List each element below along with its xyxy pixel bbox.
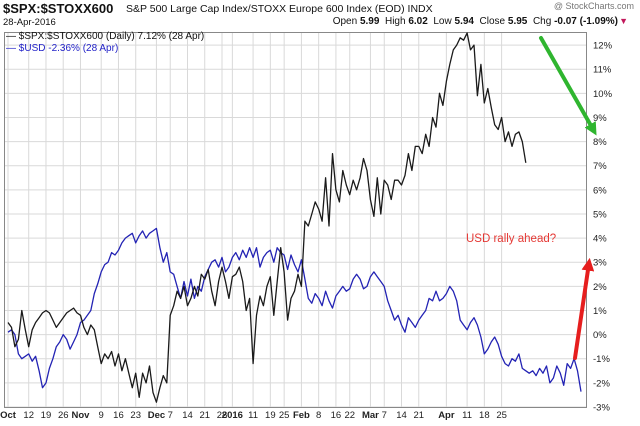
x-tick-label: 28 — [217, 410, 228, 421]
x-tick-label: 26 — [58, 410, 69, 421]
x-tick-label: 16 — [331, 410, 342, 421]
x-tick-label: 19 — [265, 410, 276, 421]
open-value: 5.99 — [359, 16, 380, 27]
open-label: Open — [332, 16, 358, 27]
x-tick-label: Oct — [0, 410, 17, 421]
low-label: Low — [433, 16, 452, 27]
y-tick-label: 1% — [593, 306, 607, 317]
annotation-text: USD rally ahead? — [466, 233, 557, 245]
high-value: 6.02 — [408, 16, 428, 27]
x-tick-label: Apr — [438, 410, 455, 421]
x-tick-label: 14 — [396, 410, 407, 421]
x-tick-label: 21 — [413, 410, 424, 421]
plot-frame — [4, 32, 587, 408]
y-tick-label: 11% — [593, 65, 612, 76]
x-tick-label: 25 — [496, 410, 507, 421]
x-tick-label: Mar — [362, 410, 379, 421]
y-tick-label: -1% — [593, 354, 610, 365]
y-tick-label: -3% — [593, 403, 610, 414]
x-tick-label: 11 — [248, 410, 258, 421]
legend: — $SPX:$STOXX600 (Daily) 7.12% (28 Apr) … — [6, 31, 204, 55]
x-tick-label: Feb — [293, 410, 310, 421]
legend-label-spx: $SPX:$STOXX600 (Daily) 7.12% (28 Apr) — [18, 31, 205, 42]
close-label: Close — [479, 16, 506, 27]
x-tick-label: 8 — [316, 410, 321, 421]
chg-down-icon: ▼ — [619, 16, 628, 26]
legend-label-usd: $USD -2.36% (28 Apr) — [18, 43, 119, 54]
y-tick-label: 3% — [593, 258, 607, 269]
x-tick-label: 11 — [462, 410, 472, 421]
series-line-usd — [7, 227, 582, 392]
x-tick-label: 23 — [130, 410, 141, 421]
watermark: @ StockCharts.com — [553, 1, 634, 11]
x-tick-label: Dec — [148, 410, 165, 421]
x-tick-label: 21 — [199, 410, 210, 421]
x-tick-label: 7 — [382, 410, 387, 421]
x-tick-label: 19 — [41, 410, 52, 421]
y-tick-label: 12% — [593, 41, 613, 52]
quote-date: 28-Apr-2016 — [3, 17, 56, 28]
y-tick-label: 2% — [593, 282, 607, 293]
x-tick-label: 12 — [23, 410, 34, 421]
y-tick-label: 8% — [593, 137, 607, 148]
y-tick-label: 6% — [593, 185, 607, 196]
y-tick-label: 10% — [593, 89, 613, 100]
symbol-description: S&P 500 Large Cap Index/STOXX Europe 600… — [126, 3, 433, 15]
low-value: 5.94 — [454, 16, 474, 27]
x-tick-label: 2016 — [222, 410, 243, 421]
y-tick-label: 7% — [593, 161, 607, 172]
x-tick-label: 14 — [182, 410, 193, 421]
x-tick-label: 25 — [279, 410, 290, 421]
x-tick-label: 7 — [168, 410, 173, 421]
green-down-arrow-icon — [539, 36, 597, 136]
x-tick-label: Nov — [72, 410, 91, 421]
high-label: High — [384, 16, 406, 27]
chg-value: -0.07 (-1.09%) — [554, 16, 618, 27]
chg-label: Chg — [532, 16, 552, 27]
y-tick-label: 9% — [593, 113, 607, 124]
y-axis-ticks: -3% -2% -1% 0% 1% 2% 3% 4% 5% 6% 7% 8% 9% 10% 11% 12% — [593, 41, 613, 414]
x-tick-label: 18 — [479, 410, 490, 421]
ohlc-readout: Open 5.99 High 6.02 Low 5.94 Close 5.95 … — [333, 16, 618, 27]
red-up-arrow-icon — [573, 257, 595, 360]
close-value: 5.95 — [507, 16, 528, 27]
legend-item-spx: — $SPX:$STOXX600 (Daily) 7.12% (28 Apr) — [6, 31, 205, 42]
legend-item-usd: — $USD -2.36% (28 Apr) — [6, 43, 119, 54]
grid — [5, 33, 586, 408]
chart-header: $SPX:$STOXX600 S&P 500 Large Cap Index/S… — [0, 0, 640, 40]
x-tick-label: 16 — [113, 410, 124, 421]
y-tick-label: -2% — [593, 378, 610, 389]
x-tick-label: 22 — [344, 410, 355, 421]
annotation-arrows — [539, 36, 597, 360]
y-tick-label: 5% — [593, 209, 607, 220]
y-tick-label: 0% — [593, 330, 607, 341]
x-tick-label: 9 — [99, 410, 104, 421]
y-tick-label: 4% — [593, 234, 607, 245]
series-layer — [7, 32, 582, 403]
symbol-title: $SPX:$STOXX600 — [3, 1, 114, 16]
series-line-spx — [7, 32, 527, 403]
